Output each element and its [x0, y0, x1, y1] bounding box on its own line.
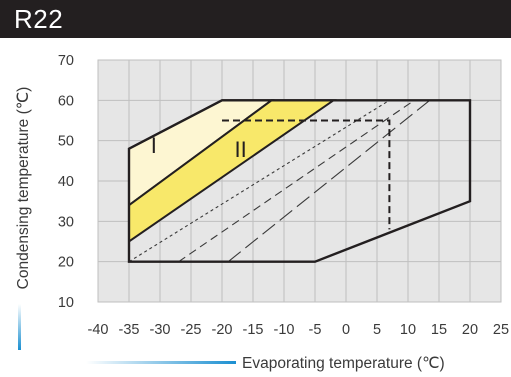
x-tick-label: -35 [119, 322, 140, 338]
x-tick-labels: -40 -35 -30 -25 -20 -15 -10 -5 0 5 10 15 20 25 [88, 322, 510, 338]
x-tick-label: -30 [150, 322, 171, 338]
y-tick-label: 10 [58, 295, 74, 311]
region-label-i: I [151, 133, 157, 158]
y-tick-label: 30 [58, 214, 74, 230]
y-tick-label: 40 [58, 174, 74, 190]
x-tick-label: 0 [342, 322, 350, 338]
y-tick-label: 70 [58, 53, 74, 69]
region-labels: I II [151, 133, 247, 162]
region-label-ii: II [234, 137, 246, 162]
light-dashed-lines [128, 99, 431, 263]
y-tick-label: 50 [58, 134, 74, 150]
chart-title: R22 [14, 4, 64, 34]
y-tick-labels: 10 20 30 40 50 60 70 [58, 53, 74, 311]
x-tick-label: 5 [373, 322, 381, 338]
x-tick-label: -15 [243, 322, 264, 338]
x-tick-label: -20 [212, 322, 233, 338]
y-tick-label: 60 [58, 93, 74, 109]
x-axis-title: Evaporating temperature (℃) [242, 355, 445, 372]
x-tick-label: -5 [309, 322, 322, 338]
x-axis-accent-bar [86, 361, 236, 364]
x-tick-label: -10 [274, 322, 295, 338]
heavy-dashed-line [222, 119, 391, 230]
chart-header: R22 [0, 0, 511, 38]
operating-envelope [127, 99, 472, 263]
x-tick-label: -25 [181, 322, 202, 338]
y-tick-label: 20 [58, 255, 74, 271]
y-axis-title: Condensing temperature (℃) [15, 87, 32, 290]
x-tick-label: 20 [462, 322, 478, 338]
y-axis-accent-bar [18, 304, 21, 350]
light-dashed-line [178, 99, 415, 263]
x-tick-label: 15 [431, 322, 447, 338]
x-tick-label: -40 [88, 322, 109, 338]
x-tick-label: 10 [400, 322, 416, 338]
x-tick-label: 25 [493, 322, 509, 338]
